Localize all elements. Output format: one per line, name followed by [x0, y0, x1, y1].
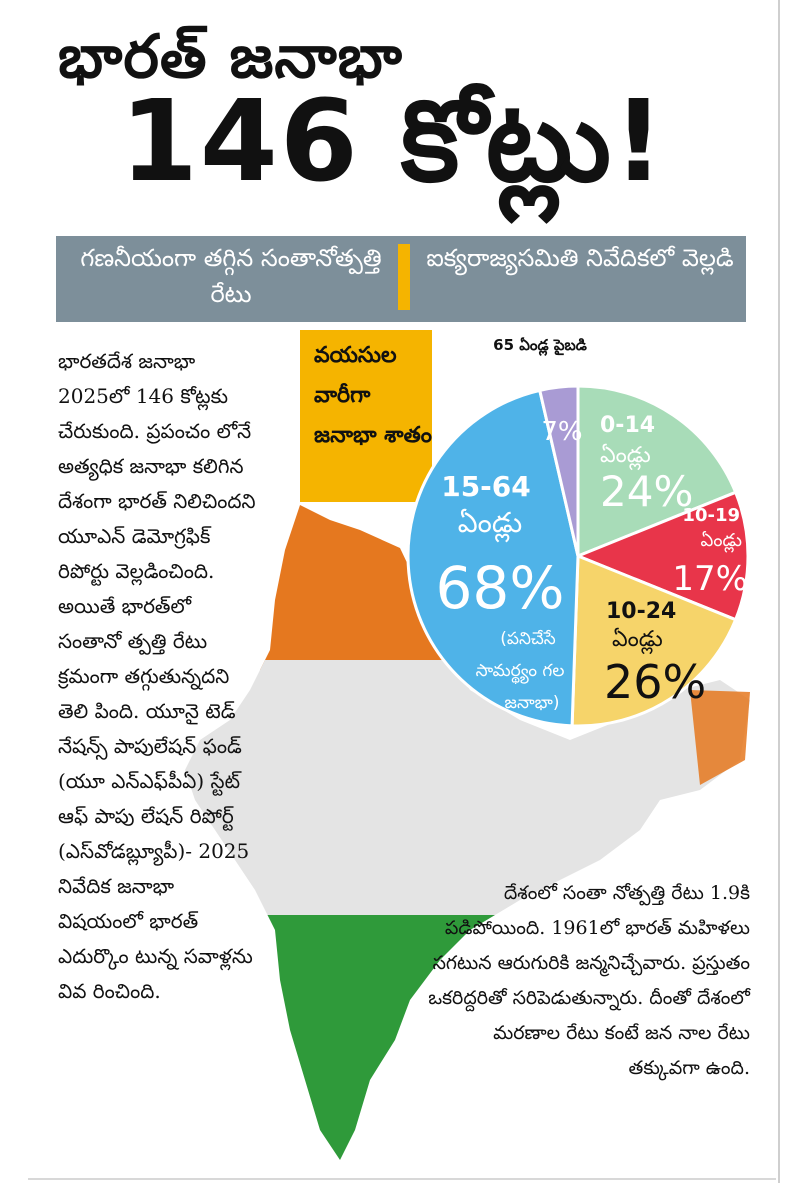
slice-sublabel-15-64-b: సామర్థ్యం గల [476, 661, 565, 684]
pie-slice-3 [406, 388, 580, 728]
slice-label-65plus: 65 ఏండ్ల పైబడి [493, 336, 587, 354]
slice-value-10-24: 26% [604, 655, 706, 709]
slice-label-10-19: 10-19 [682, 505, 740, 526]
pie-slice-1 [573, 490, 750, 622]
slice-value-65plus: 7% [541, 417, 582, 447]
left-article-text: భారతదేశ జనాభా 2025లో 146 కోట్లకు చేరుకుం… [58, 349, 256, 1003]
slice-label-0-14: 0-14 [600, 413, 655, 438]
slice-label-10-24: 10-24 [606, 599, 676, 624]
page-edge-rule [778, 0, 780, 1183]
slice-value-15-64: 68% [436, 554, 565, 622]
slice-value-10-19: 17% [672, 559, 748, 599]
slice-label-0-14-unit: ఏండ్లు [600, 443, 651, 471]
bottom-rule [28, 1178, 776, 1180]
map-northeast [690, 690, 750, 785]
slice-label-15-64-unit: ఏండ్లు [458, 506, 523, 543]
band-divider [398, 244, 410, 310]
slice-label-15-64: 15-64 [441, 470, 531, 503]
right-article-column: దేశంలో సంతా నోత్పత్తి రేటు 1.9కి పడిపోయి… [428, 882, 750, 1079]
slice-sublabel-15-64-a: (పనిచేసే [500, 629, 556, 649]
slice-sublabel-15-64-c: జనాభా) [505, 693, 560, 713]
pie-slice-0 [576, 384, 738, 559]
age-group-box [300, 330, 432, 502]
left-article-column: భారతదేశ జనాభా 2025లో 146 కోట్లకు చేరుకుం… [58, 344, 258, 1009]
pie-slice-2 [570, 553, 738, 728]
headline-line-2: 146 కోట్లు! [120, 77, 667, 207]
slice-label-10-19-unit: ఏండ్లు [701, 530, 742, 553]
age-group-caption: వయసుల వారీగా జనాభా శాతం [314, 343, 432, 448]
slice-value-0-14: 24% [600, 467, 693, 516]
pie-slice-4 [537, 384, 580, 557]
subheading-left: గణనీయంగా తగ్గిన సంతానోత్పత్తి రేటు [80, 244, 382, 308]
headline-line-1: భారత్ జనాభా [58, 22, 403, 92]
subheading-right: ఐక్యరాజ్యసమితి నివేదికలో వెల్లడి [426, 244, 734, 272]
slice-label-10-24-unit: ఏండ్లు [612, 627, 663, 655]
